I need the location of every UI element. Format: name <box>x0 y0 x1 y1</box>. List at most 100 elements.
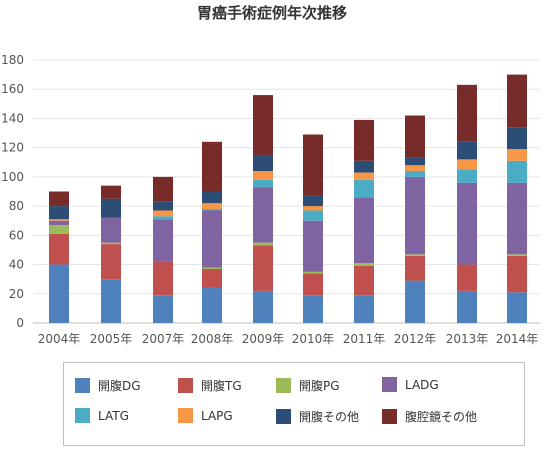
y-tick-label: 180 <box>1 53 24 67</box>
bar-segment <box>507 160 527 183</box>
bar-segment <box>457 290 477 323</box>
legend-swatch <box>75 378 90 393</box>
legend-swatch <box>382 377 397 392</box>
bar-segment <box>253 187 273 243</box>
legend-label: 開腹その他 <box>299 410 360 424</box>
y-tick-label: 80 <box>9 199 24 213</box>
bar-segment <box>202 209 222 211</box>
bar-segment <box>303 206 323 211</box>
x-tick-label: 2014年 <box>496 332 539 346</box>
bar-segment <box>354 295 374 323</box>
y-tick-label: 100 <box>1 170 24 184</box>
legend-item: 開腹その他 <box>276 408 359 425</box>
bar-stack <box>303 134 323 323</box>
bar-segment <box>253 179 273 188</box>
bar-segment <box>303 220 323 272</box>
x-tick-label: 2011年 <box>343 332 386 346</box>
legend-label: LAPG <box>201 408 233 423</box>
bar-segment <box>202 287 222 323</box>
y-tick-label: 60 <box>9 228 24 242</box>
bar-segment <box>405 280 425 323</box>
legend-item: LADG <box>382 377 439 392</box>
bar-segment <box>101 242 121 245</box>
bar-segment <box>49 219 69 221</box>
legend-item: 腹腔鏡その他 <box>382 408 477 425</box>
bar-segment <box>303 273 323 296</box>
x-tick-label: 2010年 <box>292 332 335 346</box>
bar-segment <box>507 182 527 255</box>
bar-stack <box>202 141 222 323</box>
x-tick-label: 2008年 <box>191 332 234 346</box>
bar-segment <box>303 295 323 323</box>
x-tick-label: 2005年 <box>90 332 133 346</box>
bar-stack <box>457 84 477 323</box>
bar-segment <box>101 244 121 280</box>
legend-swatch <box>178 378 193 393</box>
bar-segment <box>405 165 425 172</box>
bar-segment <box>202 268 222 288</box>
bar-segment <box>303 271 323 274</box>
x-axis-ticks: 2004年 2005年 2007年 2008年 2009年 2010年 2011年 2012年… <box>38 332 539 346</box>
chart-title: 胃癌手術症例年次推移 <box>196 4 347 22</box>
bar-segment <box>354 160 374 173</box>
bar-segment <box>153 219 173 262</box>
bar-segment <box>202 210 222 268</box>
bar-segment <box>303 210 323 221</box>
bar-segment <box>101 217 121 243</box>
bar-segment <box>49 206 69 220</box>
bar-segment <box>507 149 527 161</box>
legend-label: 開腹TG <box>201 379 242 393</box>
bar-segment <box>507 254 527 256</box>
bar-segment <box>202 267 222 269</box>
bar-segment <box>253 154 273 172</box>
bar-stack <box>153 176 173 323</box>
y-tick-label: 140 <box>1 111 24 125</box>
bar-segment <box>457 159 477 170</box>
bar-stack <box>354 119 374 323</box>
bar-segment <box>49 264 69 323</box>
legend-item: 開腹TG <box>178 377 242 394</box>
bar-segment <box>405 176 425 255</box>
bar-segment <box>153 201 173 211</box>
y-tick-label: 0 <box>16 316 24 330</box>
bar-segment <box>153 210 173 217</box>
bar-stack <box>507 74 527 323</box>
bar-segment <box>303 195 323 207</box>
bar-segment <box>253 95 273 155</box>
bar-segment <box>153 295 173 323</box>
y-axis-ticks: 0 20 40 60 80 100 120 140 160 180 <box>1 53 24 330</box>
bar-segment <box>405 254 425 256</box>
bar-segment <box>253 245 273 291</box>
bar-segment <box>49 220 69 226</box>
bar-segment <box>153 216 173 220</box>
bar-segment <box>507 127 527 150</box>
bar-segment <box>354 197 374 264</box>
bar-segment <box>253 290 273 323</box>
legend-item: 開腹DG <box>75 377 141 394</box>
x-tick-label: 2009年 <box>242 332 285 346</box>
bar-segment <box>507 74 527 128</box>
legend-swatch <box>276 409 291 424</box>
legend-item: LATG <box>75 408 129 423</box>
legend-item: 開腹PG <box>276 377 340 394</box>
bar-segment <box>457 264 477 291</box>
bar-segment <box>101 185 121 199</box>
bar-segment <box>457 141 477 160</box>
bar-segment <box>253 171 273 180</box>
bar-segment <box>202 141 222 192</box>
bar-segment <box>354 119 374 161</box>
bar-segment <box>101 198 121 218</box>
y-tick-label: 120 <box>1 141 24 155</box>
x-tick-label: 2004年 <box>38 332 81 346</box>
legend-swatch <box>178 408 193 423</box>
bar-segment <box>354 172 374 180</box>
legend-swatch <box>276 378 291 393</box>
gridlines <box>33 59 540 324</box>
legend-swatch <box>382 409 397 424</box>
legend-label: LADG <box>405 377 439 392</box>
bars <box>49 74 527 323</box>
chart-plot: 0 20 40 60 80 100 120 140 160 180 2004年 2005年 2007年… <box>1 53 540 346</box>
legend-label: 開腹PG <box>299 379 340 393</box>
y-tick-label: 20 <box>9 287 24 301</box>
bar-segment <box>49 225 69 234</box>
